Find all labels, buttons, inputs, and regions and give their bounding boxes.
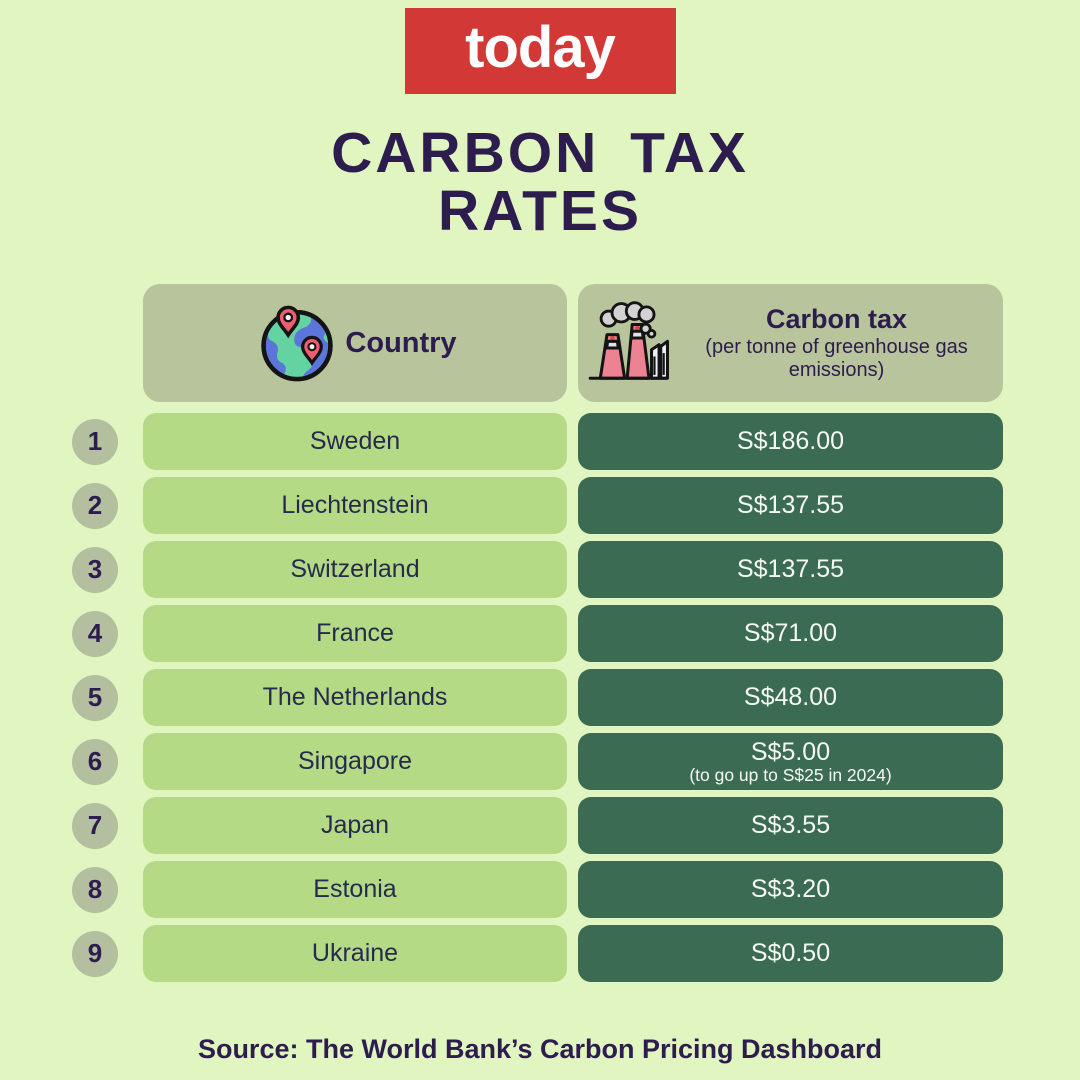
tax-value: S$137.55 [736,491,845,520]
carbon-tax-table: Country [0,284,1080,983]
table-row: 4 France S$71.00 [0,605,1080,663]
rank-badge: 7 [72,802,118,849]
tax-cell: S$5.00 (to go up to S$25 in 2024) [578,733,1003,791]
country-cell: The Netherlands [143,669,567,727]
tax-value: S$0.50 [750,939,831,968]
tax-cell: S$48.00 [578,669,1003,727]
table-row: 7 Japan S$3.55 [0,797,1080,855]
country-name: Japan [320,811,390,840]
tax-value: S$137.55 [736,555,845,584]
rank-badge: 3 [72,546,118,593]
rank-number: 4 [87,618,103,649]
country-cell: Japan [143,797,567,855]
tax-value: S$5.00 [750,737,831,766]
tax-value: S$186.00 [736,427,845,456]
rank-number: 7 [87,810,103,841]
tax-value: S$71.00 [743,619,838,648]
country-cell: Liechtenstein [143,477,567,535]
factory-emissions-icon [586,301,670,385]
rank-badge: 9 [72,930,118,977]
rank-badge: 5 [72,674,118,721]
rank-gutter: 9 [0,925,143,982]
table-row: 2 Liechtenstein S$137.55 [0,477,1080,535]
country-cell: Switzerland [143,541,567,599]
table-body: 1 Sweden S$186.00 2 Lie [0,413,1080,983]
country-name: Singapore [298,747,412,776]
tax-cell: S$71.00 [578,605,1003,663]
rank-gutter: 3 [0,541,143,598]
tax-note: (to go up to S$25 in 2024) [689,764,892,785]
tax-cell: S$137.55 [578,477,1003,535]
table-row: 6 Singapore S$5.00 (to go up to S$25 in … [0,733,1080,791]
page-title-line2: RATES [438,179,642,244]
country-name: The Netherlands [262,683,448,712]
column-header-carbon-tax-sublabel: (per tonne of greenhouse gas emissions) [705,335,968,382]
rank-number: 1 [87,426,103,457]
rank-badge: 4 [72,610,118,657]
country-name: Liechtenstein [281,491,429,520]
tax-value: S$3.55 [750,811,831,840]
rank-gutter: 8 [0,861,143,918]
tax-value: S$3.20 [750,875,831,904]
country-name: France [316,619,394,648]
tax-cell: S$0.50 [578,925,1003,983]
rank-gutter-header [0,284,143,402]
tax-cell: S$137.55 [578,541,1003,599]
country-name: Sweden [309,427,401,456]
rank-gutter: 4 [0,605,143,662]
table-header-row: Country [0,284,1080,403]
country-name: Ukraine [311,939,399,968]
rank-number: 8 [87,874,103,905]
column-header-carbon-tax-text: Carbon tax (per tonne of greenhouse gas … [678,304,995,383]
rank-gutter: 1 [0,413,143,470]
table-row: 3 Switzerland S$137.55 [0,541,1080,599]
column-header-country-label: Country [345,326,457,359]
rank-gutter: 6 [0,733,143,790]
country-cell: Sweden [143,413,567,471]
country-cell: France [143,605,567,663]
country-name: Estonia [313,875,397,904]
rank-number: 2 [87,490,103,521]
tax-value: S$48.00 [743,683,838,712]
rank-badge: 6 [72,738,118,785]
today-logo-text: today [465,15,616,80]
column-header-country: Country [143,284,567,403]
page-title-line1: CARBON TAX [331,121,749,185]
table-row: 5 The Netherlands S$48.00 [0,669,1080,727]
country-cell: Estonia [143,861,567,919]
rank-badge: 2 [72,482,118,529]
table-row: 9 Ukraine S$0.50 [0,925,1080,983]
rank-badge: 1 [72,418,118,465]
table-row: 1 Sweden S$186.00 [0,413,1080,471]
column-header-carbon-tax-label: Carbon tax [765,303,908,334]
country-cell: Singapore [143,733,567,791]
rank-gutter: 7 [0,797,143,854]
rank-number: 5 [87,682,103,713]
column-header-carbon-tax: Carbon tax (per tonne of greenhouse gas … [578,284,1003,403]
rank-number: 3 [87,554,103,585]
country-cell: Ukraine [143,925,567,983]
rank-gutter: 2 [0,477,143,534]
today-logo: today [404,8,676,94]
rank-number: 6 [87,746,103,777]
table-row: 8 Estonia S$3.20 [0,861,1080,919]
tax-cell: S$3.55 [578,797,1003,855]
page-title: CARBON TAX RATES [0,124,1080,240]
source-attribution: Source: The World Bank’s Carbon Pricing … [197,1034,883,1065]
rank-badge: 8 [72,866,118,913]
globe-with-pins-icon [253,299,341,387]
country-name: Switzerland [290,555,420,584]
tax-cell: S$186.00 [578,413,1003,471]
tax-cell: S$3.20 [578,861,1003,919]
rank-number: 9 [87,938,103,969]
rank-gutter: 5 [0,669,143,726]
